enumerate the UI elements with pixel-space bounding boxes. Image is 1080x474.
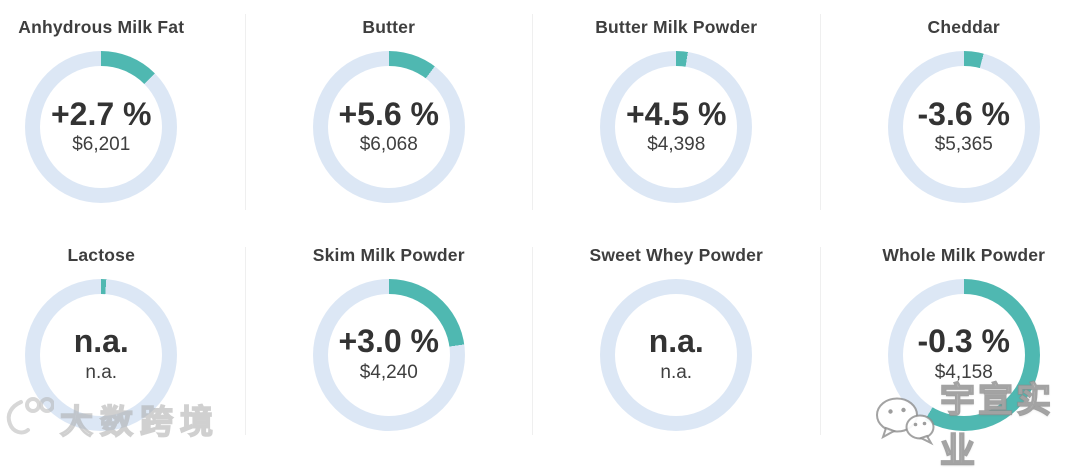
- column-divider: [245, 247, 246, 435]
- donut-hole: -0.3 % $4,158: [902, 293, 1025, 416]
- price-value: n.a.: [85, 361, 118, 383]
- change-percent: +2.7 %: [50, 95, 152, 132]
- donut-chart-lactose[interactable]: n.a. n.a.: [25, 278, 178, 431]
- price-value: $6,201: [72, 134, 131, 156]
- column-divider: [532, 247, 533, 435]
- price-value: n.a.: [660, 361, 693, 383]
- column-divider: [245, 14, 246, 210]
- donut-chart-butter[interactable]: +5.6 % $6,068: [312, 51, 465, 203]
- product-tile-skim-milk-powder: Skim Milk Powder +3.0 % $4,240: [245, 228, 533, 456]
- product-title: Cheddar: [927, 17, 1000, 37]
- donut-hole: n.a. n.a.: [40, 293, 163, 416]
- donut-hole: +3.0 % $4,240: [327, 293, 450, 416]
- product-tile-cheddar: Cheddar -3.6 % $5,365: [820, 0, 1080, 228]
- product-title: Whole Milk Powder: [882, 244, 1046, 265]
- donut-hole: +5.6 % $6,068: [327, 66, 450, 188]
- product-tile-whole-milk-powder: Whole Milk Powder -0.3 % $4,158: [820, 228, 1080, 456]
- price-value: $4,158: [934, 361, 993, 383]
- price-value: $5,365: [934, 134, 993, 156]
- product-tile-butter-milk-powder: Butter Milk Powder +4.5 % $4,398: [533, 0, 821, 228]
- change-percent: -3.6 %: [917, 95, 1010, 132]
- product-title: Lactose: [67, 244, 136, 265]
- change-percent: +3.0 %: [338, 323, 439, 360]
- product-title: Butter: [362, 17, 416, 37]
- donut-chart-skim-milk-powder[interactable]: +3.0 % $4,240: [312, 278, 465, 431]
- price-value: $4,240: [359, 361, 418, 383]
- product-title: Skim Milk Powder: [312, 244, 465, 265]
- donut-hole: -3.6 % $5,365: [902, 66, 1025, 188]
- column-divider: [532, 14, 533, 210]
- product-title: Butter Milk Powder: [595, 17, 758, 37]
- donut-hole: n.a. n.a.: [615, 293, 738, 416]
- price-value: $4,398: [647, 134, 706, 156]
- product-tile-lactose: Lactose n.a. n.a.: [0, 228, 245, 456]
- donut-hole: +4.5 % $4,398: [615, 66, 738, 188]
- change-percent: +4.5 %: [625, 95, 727, 132]
- donut-chart-cheddar[interactable]: -3.6 % $5,365: [887, 51, 1040, 203]
- column-divider: [820, 247, 821, 435]
- donut-chart-butter-milk-powder[interactable]: +4.5 % $4,398: [600, 51, 753, 203]
- product-tile-anhydrous-milk-fat: Anhydrous Milk Fat +2.7 % $6,201: [0, 0, 245, 228]
- column-divider: [820, 14, 821, 210]
- change-percent: +5.6 %: [338, 95, 439, 132]
- change-percent: n.a.: [648, 323, 704, 360]
- product-tile-sweet-whey-powder: Sweet Whey Powder n.a. n.a.: [533, 228, 821, 456]
- donut-hole: +2.7 % $6,201: [40, 66, 163, 188]
- chart-grid: Anhydrous Milk Fat +2.7 % $6,201 Butter …: [0, 0, 1080, 456]
- change-percent: -0.3 %: [917, 323, 1010, 360]
- product-title: Anhydrous Milk Fat: [18, 17, 185, 37]
- product-tile-butter: Butter +5.6 % $6,068: [245, 0, 533, 228]
- donut-chart-anhydrous-milk-fat[interactable]: +2.7 % $6,201: [25, 51, 178, 203]
- dairy-price-dashboard: Anhydrous Milk Fat +2.7 % $6,201 Butter …: [6, 14, 1052, 472]
- price-value: $6,068: [359, 134, 418, 156]
- change-percent: n.a.: [73, 323, 129, 360]
- donut-chart-whole-milk-powder[interactable]: -0.3 % $4,158: [887, 278, 1040, 431]
- product-title: Sweet Whey Powder: [589, 244, 764, 265]
- donut-chart-sweet-whey-powder[interactable]: n.a. n.a.: [600, 278, 753, 431]
